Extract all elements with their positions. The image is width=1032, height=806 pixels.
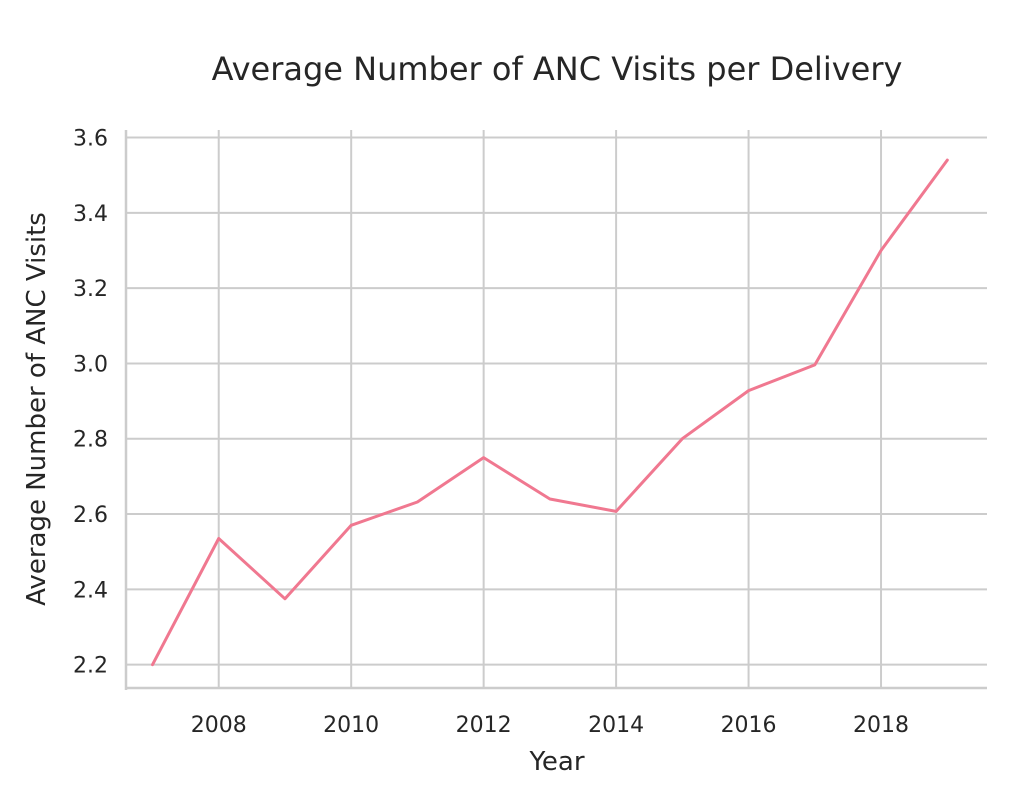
y-tick-label: 2.8	[73, 428, 108, 453]
y-tick-label: 2.2	[73, 654, 108, 679]
x-tick-label: 2010	[323, 713, 379, 738]
y-tick-label: 3.2	[73, 277, 108, 302]
y-tick-label: 2.6	[73, 503, 108, 528]
x-tick-label: 2016	[721, 713, 777, 738]
chart-title: Average Number of ANC Visits per Deliver…	[212, 50, 903, 88]
y-tick-label: 3.0	[73, 352, 108, 377]
y-tick-label: 3.6	[73, 127, 108, 152]
tick-labels: 2008 2010 2012 2014 2016 2018 2.2 2.4 2.6 2.8 3.0 3…	[73, 127, 909, 738]
x-tick-label: 2014	[588, 713, 644, 738]
x-tick-label: 2012	[456, 713, 512, 738]
y-tick-label: 2.4	[73, 578, 108, 603]
x-tick-label: 2008	[191, 713, 247, 738]
series	[151, 158, 949, 667]
grid	[126, 130, 987, 688]
y-axis-label: Average Number of ANC Visits	[22, 212, 52, 606]
x-axis-label: Year	[528, 747, 584, 777]
x-tick-label: 2018	[853, 713, 909, 738]
series-line	[151, 158, 949, 667]
y-tick-label: 3.4	[73, 202, 108, 227]
